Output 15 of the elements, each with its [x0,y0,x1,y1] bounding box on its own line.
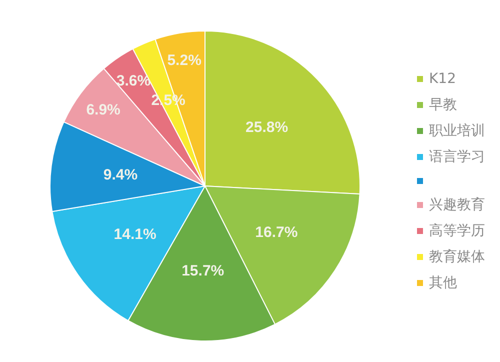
data-label: 16.7% [255,224,298,242]
legend-label: 其他 [429,275,457,291]
legend-label: 教育媒体 [429,248,485,265]
legend-label: 职业培训 [429,123,485,139]
data-label: 6.9% [86,101,120,118]
data-label: 15.7% [182,262,224,280]
legend-label: 高等学历 [429,223,485,239]
data-label: 9.4% [103,166,138,184]
legend-label: K12 [429,71,456,87]
legend-label: 早教 [429,97,457,113]
legend-label: 兴趣教育 [429,196,485,213]
data-label: 25.8% [246,118,288,136]
data-label: 5.2% [167,52,202,70]
legend-label: 语言学习 [429,149,485,165]
data-label: 14.1% [114,226,156,244]
